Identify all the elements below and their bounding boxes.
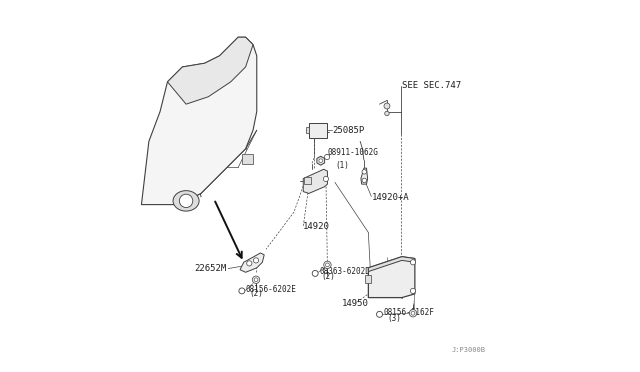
Circle shape [319,159,323,163]
Circle shape [385,111,389,116]
Text: (2): (2) [250,289,263,298]
Text: S: S [314,271,317,276]
FancyBboxPatch shape [306,127,309,133]
Text: B: B [240,288,244,294]
Circle shape [246,261,252,266]
Circle shape [410,288,415,294]
Text: N: N [325,154,329,160]
Text: (2): (2) [321,272,335,281]
Circle shape [254,278,258,282]
Polygon shape [303,169,328,193]
Polygon shape [240,253,264,272]
Ellipse shape [173,191,199,211]
Polygon shape [369,257,415,272]
Text: SEE SEC.747: SEE SEC.747 [402,81,461,90]
Circle shape [362,170,367,174]
Text: 08156-6202E: 08156-6202E [246,285,297,294]
Text: B: B [378,312,381,317]
Text: 08156-6162F: 08156-6162F [384,308,435,317]
Polygon shape [361,168,367,184]
Circle shape [324,261,331,269]
Polygon shape [168,37,253,104]
Text: 08911-1062G: 08911-1062G [328,148,379,157]
Circle shape [409,310,417,317]
FancyBboxPatch shape [309,123,326,138]
Circle shape [312,270,318,276]
Text: 14950: 14950 [342,299,369,308]
Text: (3): (3) [387,314,401,323]
Text: 22652M: 22652M [195,264,227,273]
FancyBboxPatch shape [303,177,311,184]
Circle shape [362,178,367,183]
Circle shape [239,288,245,294]
FancyBboxPatch shape [365,275,371,283]
Polygon shape [317,156,324,165]
Text: 14920: 14920 [303,222,330,231]
Circle shape [324,154,330,160]
Polygon shape [141,37,257,205]
Circle shape [411,311,415,315]
Text: (1): (1) [335,161,349,170]
Circle shape [410,260,415,265]
Circle shape [384,103,390,109]
Circle shape [252,276,260,283]
Circle shape [326,263,330,267]
Circle shape [179,194,193,208]
Text: 14920+A: 14920+A [372,193,410,202]
Text: 25085P: 25085P [333,126,365,135]
Text: 08363-6202D: 08363-6202D [319,267,370,276]
Polygon shape [369,257,415,298]
Circle shape [253,258,259,263]
Circle shape [376,311,383,317]
Text: J:P3000B: J:P3000B [452,347,486,353]
Circle shape [323,176,328,182]
FancyBboxPatch shape [242,154,253,164]
